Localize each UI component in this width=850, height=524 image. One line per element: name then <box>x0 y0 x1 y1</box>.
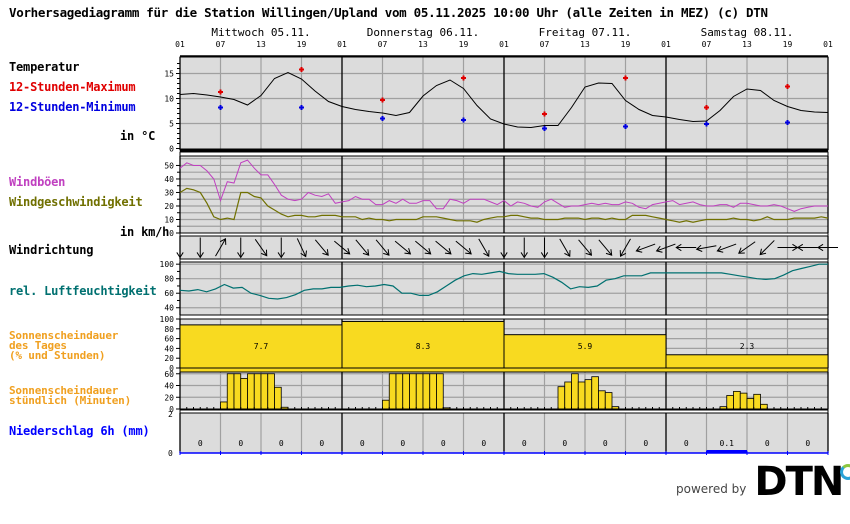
svg-text:13: 13 <box>742 40 752 49</box>
svg-text:5: 5 <box>169 120 174 129</box>
svg-text:0: 0 <box>603 439 608 448</box>
svg-text:0: 0 <box>522 439 527 448</box>
svg-text:80: 80 <box>164 325 174 334</box>
svg-text:Donnerstag 06.11.: Donnerstag 06.11. <box>367 26 480 39</box>
svg-text:0: 0 <box>481 439 486 448</box>
svg-text:40: 40 <box>164 304 174 313</box>
svg-text:0: 0 <box>643 439 648 448</box>
svg-text:100: 100 <box>160 315 175 324</box>
svg-text:50: 50 <box>164 161 174 170</box>
svg-text:Freitag 07.11.: Freitag 07.11. <box>539 26 632 39</box>
gusts-label: Windböen <box>9 175 66 189</box>
svg-text:0: 0 <box>765 439 770 448</box>
sun-hourly-label: Sonnenscheindauer stündlich (Minuten) <box>9 384 132 407</box>
svg-text:20: 20 <box>164 354 174 363</box>
temperature-unit: in °C <box>120 129 156 143</box>
wind-unit: in km/h <box>120 225 170 239</box>
svg-text:60: 60 <box>164 335 174 344</box>
svg-text:10: 10 <box>164 215 174 224</box>
svg-text:40: 40 <box>164 382 174 391</box>
svg-text:2.3: 2.3 <box>740 342 755 351</box>
svg-text:13: 13 <box>256 40 266 49</box>
svg-text:0: 0 <box>169 229 174 238</box>
svg-text:0: 0 <box>684 439 689 448</box>
svg-text:07: 07 <box>540 40 550 49</box>
svg-text:07: 07 <box>378 40 388 49</box>
min-label: 12-Stunden-Minimum <box>9 100 136 114</box>
svg-text:0: 0 <box>168 449 173 458</box>
svg-text:60: 60 <box>164 289 174 298</box>
max-label: 12-Stunden-Maximum <box>9 80 136 94</box>
svg-text:15: 15 <box>164 70 174 79</box>
svg-text:0: 0 <box>198 439 203 448</box>
svg-text:07: 07 <box>216 40 226 49</box>
svg-text:19: 19 <box>297 40 307 49</box>
svg-text:0: 0 <box>562 439 567 448</box>
powered-by-text: powered by <box>676 482 747 496</box>
svg-text:0: 0 <box>805 439 810 448</box>
svg-text:100: 100 <box>160 260 175 269</box>
temperature-label: Temperatur <box>9 60 80 74</box>
dtn-logo: DTN <box>754 462 850 502</box>
svg-text:13: 13 <box>580 40 590 49</box>
page-title: Vorhersagediagramm für die Station Willi… <box>9 5 768 20</box>
svg-text:0: 0 <box>169 145 174 154</box>
winddir-label: Windrichtung <box>9 243 94 257</box>
svg-text:0: 0 <box>319 439 324 448</box>
svg-text:60: 60 <box>164 370 174 379</box>
svg-text:10: 10 <box>164 95 174 104</box>
svg-text:19: 19 <box>621 40 631 49</box>
svg-text:19: 19 <box>459 40 469 49</box>
svg-text:80: 80 <box>164 275 174 284</box>
precip-label: Niederschlag 6h (mm) <box>9 424 150 438</box>
svg-text:5.9: 5.9 <box>578 342 593 351</box>
humidity-label: rel. Luftfeuchtigkeit <box>9 284 157 298</box>
svg-text:01: 01 <box>499 40 509 49</box>
windspeed-label: Windgeschwindigkeit <box>9 195 143 209</box>
svg-text:01: 01 <box>823 40 833 49</box>
svg-text:20: 20 <box>164 393 174 402</box>
svg-text:0: 0 <box>400 439 405 448</box>
svg-text:01: 01 <box>337 40 347 49</box>
svg-text:0: 0 <box>441 439 446 448</box>
svg-text:8.3: 8.3 <box>416 342 431 351</box>
svg-text:0: 0 <box>279 439 284 448</box>
svg-text:0: 0 <box>169 364 174 373</box>
svg-text:Samstag 08.11.: Samstag 08.11. <box>701 26 794 39</box>
dtn-logo-ring-icon <box>840 464 850 480</box>
svg-text:0: 0 <box>360 439 365 448</box>
svg-text:Mittwoch 05.11.: Mittwoch 05.11. <box>211 26 310 39</box>
svg-text:40: 40 <box>164 175 174 184</box>
svg-text:0: 0 <box>169 405 174 414</box>
sun-daily-label: Sonnenscheindauer des Tages (% und Stund… <box>9 329 119 362</box>
svg-text:19: 19 <box>783 40 793 49</box>
svg-text:01: 01 <box>661 40 671 49</box>
svg-text:0.1: 0.1 <box>720 439 735 448</box>
svg-text:30: 30 <box>164 188 174 197</box>
svg-text:2: 2 <box>168 410 173 419</box>
svg-text:0: 0 <box>238 439 243 448</box>
svg-text:13: 13 <box>418 40 428 49</box>
svg-text:20: 20 <box>164 202 174 211</box>
svg-text:40: 40 <box>164 344 174 353</box>
svg-text:7.7: 7.7 <box>254 342 269 351</box>
svg-text:07: 07 <box>702 40 712 49</box>
dtn-branding: powered by DTN <box>676 462 850 502</box>
svg-text:01: 01 <box>175 40 185 49</box>
